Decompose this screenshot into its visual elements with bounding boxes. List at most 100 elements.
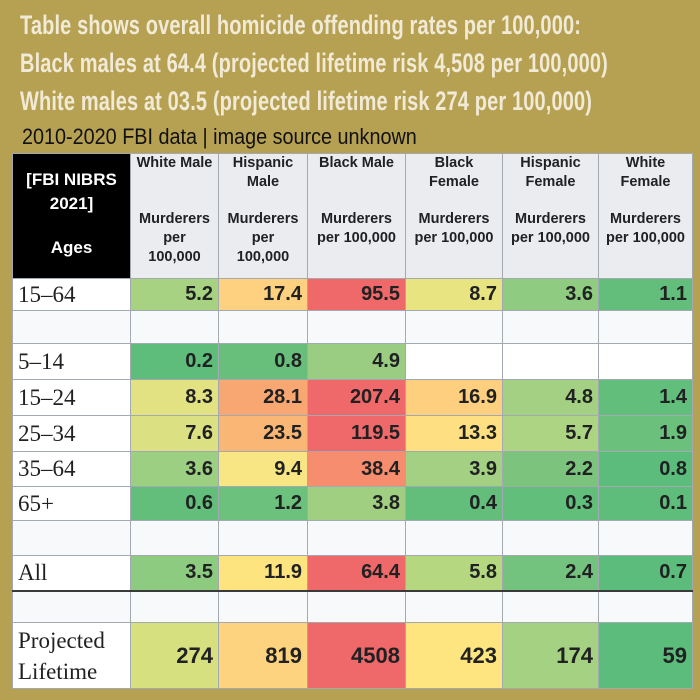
rate-cell: 95.5 [307, 278, 406, 311]
column-unit: Murderers per 100,000 [510, 211, 590, 246]
empty-cell [218, 590, 308, 623]
rate-cell: 3.5 [130, 555, 219, 592]
rate-cell: 4508 [307, 622, 406, 689]
column-name: White Male [136, 155, 213, 171]
source-label: [FBI NIBRS 2021] [26, 170, 117, 213]
table-header-row: [FBI NIBRS 2021] Ages White Male Murderer… [12, 153, 693, 279]
column-unit: Murderers per 100,000 [227, 211, 299, 265]
rate-cell: 0.6 [130, 486, 219, 521]
table-row: 15–24 8.3 28.1 207.4 16.9 4.8 1.4 [12, 379, 693, 416]
row-label: 35–64 [12, 451, 131, 487]
rate-cell: 4.9 [307, 343, 406, 380]
rate-cell: 0.7 [598, 555, 693, 592]
rate-cell: 7.6 [130, 415, 219, 452]
table-row: 5–14 0.2 0.8 4.9 [12, 343, 693, 380]
column-name: Black Female [429, 155, 479, 190]
column-name: Black Male [319, 155, 394, 171]
empty-cell [598, 520, 693, 556]
rate-cell: 1.2 [218, 486, 308, 521]
rate-cell: 17.4 [218, 278, 308, 311]
empty-cell [598, 310, 693, 344]
empty-cell [307, 520, 406, 556]
table-row: 35–64 3.6 9.4 38.4 3.9 2.2 0.8 [12, 451, 693, 487]
rate-cell: 1.1 [598, 278, 693, 311]
table-row: 15–64 5.2 17.4 95.5 8.7 3.6 1.1 [12, 278, 693, 311]
rate-cell: 207.4 [307, 379, 406, 416]
rate-cell [405, 343, 503, 380]
headline-line-3: White males at 03.5 (projected lifetime … [20, 86, 593, 116]
table-row: 65+ 0.6 1.2 3.8 0.4 0.3 0.1 [12, 486, 693, 521]
table-row: Projected Lifetime 274 819 4508 423 174 59 [12, 622, 693, 689]
row-label [12, 520, 131, 556]
column-header: White Female Murderers per 100,000 [598, 153, 693, 279]
rate-cell: 8.3 [130, 379, 219, 416]
headline-line-1: Table shows overall homicide offending r… [20, 10, 582, 40]
row-label: 15–24 [12, 379, 131, 416]
corner-header: [FBI NIBRS 2021] Ages [12, 153, 131, 279]
rate-cell: 3.9 [405, 451, 503, 487]
column-header: White Male Murderers per 100,000 [130, 153, 219, 279]
empty-cell [130, 590, 219, 623]
rate-cell: 174 [502, 622, 599, 689]
empty-cell [307, 590, 406, 623]
rate-cell: 5.2 [130, 278, 219, 311]
empty-cell [130, 520, 219, 556]
column-name: White Female [620, 155, 671, 190]
rate-cell: 28.1 [218, 379, 308, 416]
column-header: Hispanic Female Murderers per 100,000 [502, 153, 599, 279]
rate-cell: 0.8 [598, 451, 693, 487]
spacer-row [12, 590, 693, 623]
empty-cell [405, 520, 503, 556]
empty-cell [502, 310, 599, 344]
rate-cell: 119.5 [307, 415, 406, 452]
empty-cell [502, 520, 599, 556]
row-label: All [12, 555, 131, 592]
column-name: Hispanic Female [520, 155, 581, 190]
rate-cell: 1.4 [598, 379, 693, 416]
rate-cell [598, 343, 693, 380]
row-label: 65+ [12, 486, 131, 521]
column-unit: Murderers per 100,000 [316, 211, 396, 246]
rate-cell: 3.6 [502, 278, 599, 311]
empty-cell [598, 590, 693, 623]
rate-cell: 23.5 [218, 415, 308, 452]
rate-cell: 5.8 [405, 555, 503, 592]
table-row: All 3.5 11.9 64.4 5.8 2.4 0.7 [12, 555, 693, 592]
empty-cell [405, 590, 503, 623]
rate-cell: 2.4 [502, 555, 599, 592]
column-header: Hispanic Male Murderers per 100,000 [218, 153, 308, 279]
spacer-row [12, 310, 693, 344]
rate-cell: 1.9 [598, 415, 693, 452]
rate-cell: 59 [598, 622, 693, 689]
rate-cell [502, 343, 599, 380]
rate-cell: 38.4 [307, 451, 406, 487]
empty-cell [218, 310, 308, 344]
rate-cell: 13.3 [405, 415, 503, 452]
empty-cell [405, 310, 503, 344]
row-label: 15–64 [12, 278, 131, 311]
column-unit: Murderers per 100,000 [139, 211, 210, 265]
row-label: 5–14 [12, 343, 131, 380]
rate-cell: 0.4 [405, 486, 503, 521]
headline-line-2: Black males at 64.4 (projected lifetime … [20, 48, 608, 78]
row-label: Projected Lifetime [12, 622, 131, 689]
rate-cell: 0.8 [218, 343, 308, 380]
rate-cell: 5.7 [502, 415, 599, 452]
rate-cell: 0.3 [502, 486, 599, 521]
rate-cell: 0.2 [130, 343, 219, 380]
homicide-rate-table: [FBI NIBRS 2021] Ages White Male Murderer… [12, 153, 693, 689]
spacer-row [12, 520, 693, 556]
column-header: Black Male Murderers per 100,000 [307, 153, 406, 279]
rate-cell: 423 [405, 622, 503, 689]
empty-cell [218, 520, 308, 556]
subtitle: 2010-2020 FBI data | image source unknow… [22, 124, 417, 149]
row-label [12, 590, 131, 623]
column-unit: Murderers per 100,000 [414, 211, 494, 246]
rate-cell: 274 [130, 622, 219, 689]
empty-cell [307, 310, 406, 344]
rate-cell: 819 [218, 622, 308, 689]
rate-cell: 2.2 [502, 451, 599, 487]
column-header: Black Female Murderers per 100,000 [405, 153, 503, 279]
rate-cell: 9.4 [218, 451, 308, 487]
rate-cell: 4.8 [502, 379, 599, 416]
